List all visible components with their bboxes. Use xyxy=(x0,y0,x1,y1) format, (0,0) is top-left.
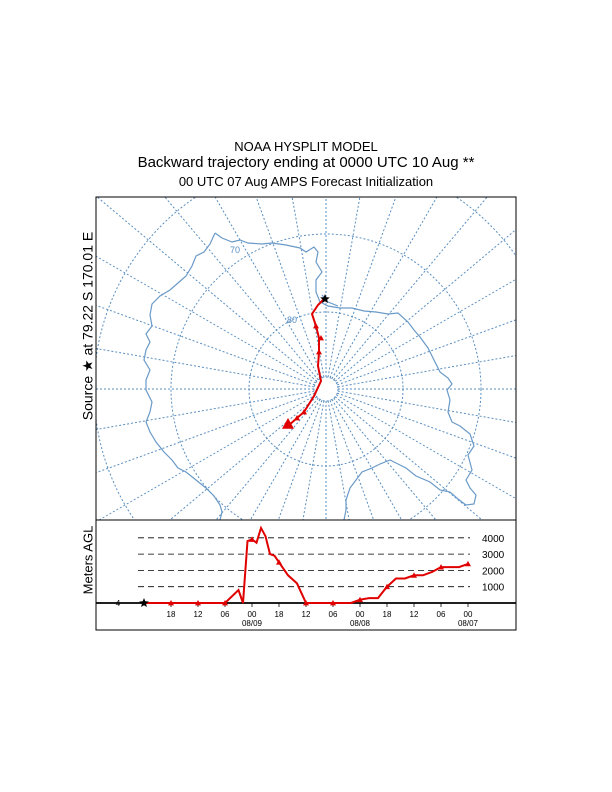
height-marker xyxy=(303,600,309,606)
x-tick-label: 12 xyxy=(410,610,419,619)
meridian-line xyxy=(329,400,375,520)
lat-label-80: 80 xyxy=(287,315,297,325)
trajectory-path xyxy=(282,294,330,429)
height-chart-frame xyxy=(95,519,517,631)
meridian-line xyxy=(277,400,323,520)
meridian-line xyxy=(255,197,323,378)
coastline-main xyxy=(214,232,477,520)
meridian-line xyxy=(164,197,319,381)
meridian-line xyxy=(96,197,318,382)
trajectory-subtitle: Backward trajectory ending at 0000 UTC 1… xyxy=(137,154,475,171)
date-label: 08/09 xyxy=(242,619,263,628)
trajectory-marker xyxy=(301,409,307,415)
x-tick-label: 12 xyxy=(302,610,311,619)
meridian-line xyxy=(331,197,438,379)
meridian-line xyxy=(96,392,315,474)
height-marker xyxy=(195,600,201,606)
meridian-line xyxy=(98,394,316,520)
meridian-line xyxy=(249,399,321,520)
x-tick-label: 00 xyxy=(464,610,473,619)
latitude-circle xyxy=(170,233,482,520)
x-tick-label: 00 xyxy=(356,610,365,619)
x-tick-label: 18 xyxy=(383,610,392,619)
y-tick-label: 4000 xyxy=(482,534,505,545)
y-tick-label: 1000 xyxy=(482,583,505,594)
x-tick-label: 06 xyxy=(221,610,230,619)
meridian-line xyxy=(336,278,516,384)
meridian-line xyxy=(327,400,350,520)
meridian-line xyxy=(337,392,516,459)
source-star-icon xyxy=(320,294,330,303)
meridian-line xyxy=(329,197,397,378)
run-info: 00 UTC 07 Aug AMPS Forecast Initializati… xyxy=(178,174,434,189)
height-series xyxy=(139,525,471,607)
x-tick-label: 00 xyxy=(248,610,257,619)
height-marker xyxy=(330,600,336,606)
meridian-line xyxy=(214,197,321,379)
date-label: 08/07 xyxy=(458,619,479,628)
meridian-line xyxy=(215,397,319,520)
x-tick-label: 12 xyxy=(194,610,203,619)
height-marker xyxy=(249,536,255,542)
meridian-line xyxy=(96,255,316,384)
meridian-line xyxy=(327,197,361,378)
trajectory-end-marker xyxy=(282,418,294,429)
y-tick-label: 3000 xyxy=(482,550,505,561)
meridian-line xyxy=(302,400,325,520)
map-frame xyxy=(95,196,517,521)
meridian-line xyxy=(333,397,437,520)
meridian-line xyxy=(96,390,315,431)
date-label: 08/08 xyxy=(350,619,371,628)
coastline-west xyxy=(143,232,223,520)
meridian-line xyxy=(291,197,325,378)
y-tick-label: 2000 xyxy=(482,566,505,577)
meridian-line xyxy=(331,399,403,520)
meridian-line xyxy=(334,396,483,520)
meridian-line xyxy=(169,396,318,520)
trajectory-marker xyxy=(318,335,324,341)
meridian-line xyxy=(333,197,488,381)
meridian-line xyxy=(337,390,516,424)
trajectory-marker xyxy=(294,415,300,421)
height-line xyxy=(144,525,469,604)
x-tick-label: 06 xyxy=(329,610,338,619)
height-marker xyxy=(168,600,174,606)
x-tick-label: 18 xyxy=(275,610,284,619)
source-star-icon xyxy=(139,598,149,607)
meridian-line xyxy=(96,347,315,388)
meridian-line xyxy=(337,319,516,386)
meridian-line xyxy=(334,228,516,382)
trajectory-marker xyxy=(316,349,322,355)
model-title: NOAA HYSPLIT MODEL xyxy=(234,139,378,154)
x-tick-label: 06 xyxy=(437,610,446,619)
trajectory-marker xyxy=(313,323,319,329)
height-marker xyxy=(465,560,471,567)
lat-label-70: 70 xyxy=(230,245,240,255)
height-marker xyxy=(411,572,417,578)
x-tick-label: 18 xyxy=(167,610,176,619)
x-tick-label: 4 xyxy=(116,599,121,608)
meridian-line xyxy=(336,394,516,500)
height-marker xyxy=(357,596,363,603)
meridian-line xyxy=(337,354,516,388)
height-marker xyxy=(384,583,390,590)
height-marker xyxy=(276,559,282,565)
height-marker xyxy=(438,564,444,570)
height-gridlines: 4000 3000 2000 1000 xyxy=(138,534,505,594)
height-marker xyxy=(222,600,228,606)
meridian-line xyxy=(96,304,315,386)
